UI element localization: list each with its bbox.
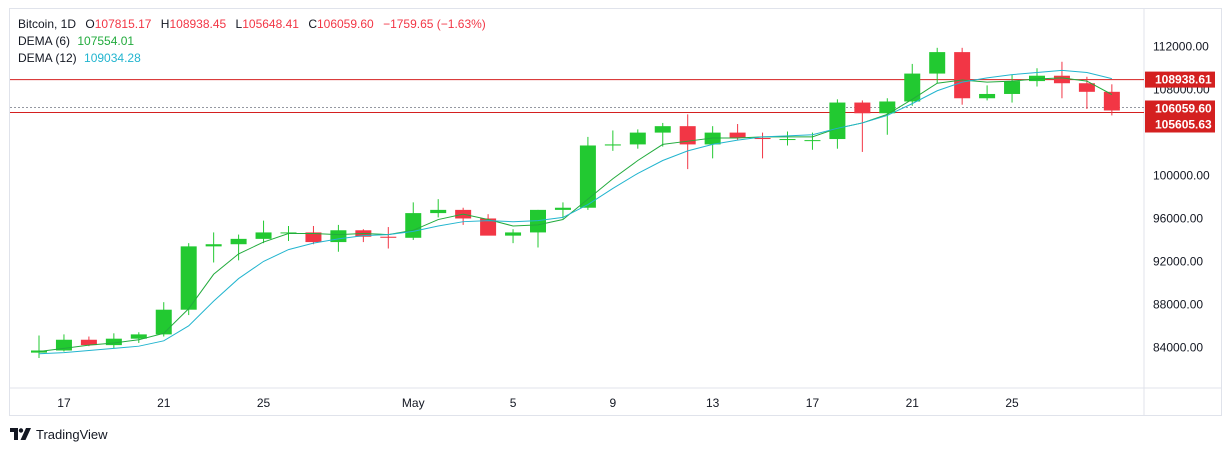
candle-body	[629, 132, 646, 145]
symbol-title[interactable]: Bitcoin, 1D	[18, 17, 77, 31]
chart-legend: Bitcoin, 1D O107815.17 H108938.45 L10564…	[18, 16, 486, 67]
price-tag-label: 105605.63	[1155, 117, 1212, 131]
open-value: 107815.17	[94, 17, 152, 31]
dema6-value: 107554.01	[77, 34, 135, 48]
candle-body	[530, 209, 546, 233]
tradingview-logo-icon	[10, 428, 31, 440]
high-label: H	[160, 17, 170, 31]
y-tick-label: 96000.00	[1153, 211, 1203, 225]
x-tick-label: 17	[806, 396, 820, 410]
tradingview-footer[interactable]: TradingView	[10, 426, 108, 442]
candle-body	[430, 209, 447, 214]
low-label: L	[235, 17, 243, 31]
y-tick-label: 92000.00	[1153, 254, 1203, 268]
high-value: 108938.45	[169, 17, 227, 31]
price-tag	[1145, 116, 1215, 133]
x-tick-label: 5	[510, 396, 517, 410]
low-value: 105648.41	[242, 17, 299, 31]
candle-body	[80, 339, 97, 346]
candle-body	[829, 102, 846, 140]
price-tag-label: 108938.61	[1155, 73, 1212, 87]
candle-body	[205, 244, 222, 247]
dema12-row[interactable]: DEMA (12) 109034.28	[18, 50, 486, 67]
candle-body	[55, 339, 72, 351]
candle-body	[579, 145, 596, 208]
candle-body	[1078, 83, 1095, 92]
dema6-label: DEMA (6)	[18, 34, 71, 48]
price-tag	[1145, 100, 1215, 117]
candle-body	[954, 52, 971, 99]
candle-body	[804, 140, 821, 142]
close-value: 106059.60	[316, 17, 374, 31]
candle-body	[180, 246, 197, 310]
dema12-line	[38, 69, 1112, 355]
x-tick-label: 9	[610, 396, 617, 410]
price-tag-label: 106059.60	[1155, 101, 1212, 115]
open-label: O	[85, 17, 95, 31]
ohlc-row: Bitcoin, 1D O107815.17 H108938.45 L10564…	[18, 16, 486, 33]
candle-body	[155, 309, 172, 335]
candle-body	[1004, 81, 1021, 94]
candle-body	[854, 102, 871, 114]
candle-body	[480, 218, 497, 236]
y-tick-label: 100000.00	[1153, 169, 1210, 183]
candle-body	[130, 334, 147, 339]
candle-body	[604, 144, 621, 146]
candle-body	[879, 101, 896, 114]
candle-body	[280, 232, 297, 234]
dema6-line	[38, 77, 1113, 353]
candle-body	[255, 232, 272, 239]
candle-body	[754, 137, 771, 140]
candle-body	[330, 230, 347, 243]
candle-body	[305, 232, 322, 243]
candle-body	[230, 238, 247, 245]
close-label: C	[308, 17, 317, 31]
x-tick-label: 25	[257, 396, 271, 410]
candle-body	[1053, 75, 1070, 84]
candle-body	[105, 338, 122, 346]
candle-body	[1029, 75, 1045, 82]
x-tick-label: 17	[57, 396, 71, 410]
x-tick-label: 13	[706, 396, 720, 410]
x-tick-label: May	[402, 396, 425, 410]
dema12-label: DEMA (12)	[18, 51, 77, 65]
tradingview-brand: TradingView	[36, 426, 108, 442]
price-tag	[1145, 71, 1215, 88]
candle-body	[729, 132, 746, 138]
candle-body	[554, 207, 571, 210]
candle-body	[654, 126, 671, 133]
candle-body	[505, 232, 522, 236]
candle-body	[704, 132, 721, 145]
y-tick-label: 84000.00	[1153, 340, 1203, 354]
candle-body	[779, 139, 796, 141]
candle-body	[904, 73, 921, 102]
candle-body	[1103, 91, 1120, 111]
dema6-row[interactable]: DEMA (6) 107554.01	[18, 33, 486, 50]
candle-body	[380, 236, 397, 238]
x-tick-label: 21	[157, 396, 171, 410]
candle-body	[929, 52, 946, 74]
candle-body	[679, 126, 696, 145]
change-value: −1759.65 (−1.63%)	[383, 17, 486, 31]
y-tick-label: 112000.00	[1153, 40, 1209, 54]
dema12-value: 109034.28	[84, 51, 141, 65]
candle-body	[979, 93, 996, 99]
x-tick-label: 25	[1005, 396, 1019, 410]
candle-body	[405, 213, 422, 238]
x-tick-label: 21	[906, 396, 920, 410]
y-tick-label: 88000.00	[1153, 297, 1203, 311]
chart-frame	[9, 8, 1222, 416]
